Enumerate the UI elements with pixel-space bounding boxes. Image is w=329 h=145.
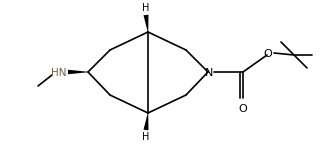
Polygon shape	[143, 15, 148, 32]
Text: H: H	[142, 3, 150, 13]
Polygon shape	[68, 70, 88, 74]
Text: O: O	[264, 49, 272, 59]
Polygon shape	[143, 113, 148, 130]
Text: HN: HN	[50, 68, 66, 78]
Text: N: N	[205, 68, 213, 78]
Text: O: O	[239, 104, 247, 114]
Text: H: H	[142, 132, 150, 142]
